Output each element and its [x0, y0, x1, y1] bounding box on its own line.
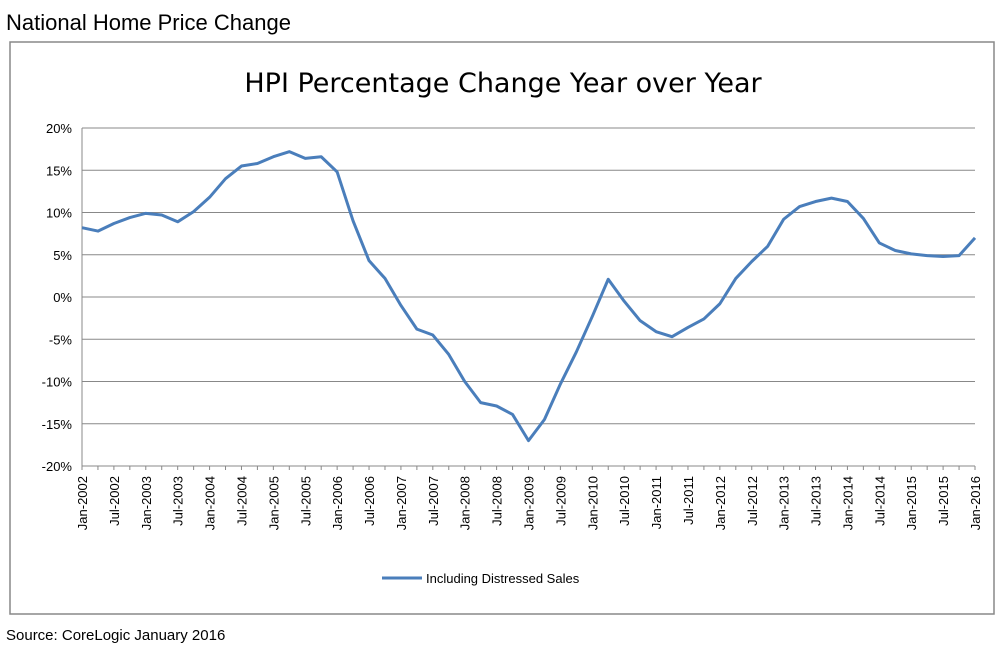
x-tick-label: Jan-2005 — [266, 476, 281, 530]
x-tick-label: Jan-2006 — [330, 476, 345, 530]
x-tick-label: Jul-2014 — [872, 476, 887, 526]
x-tick-label: Jan-2015 — [904, 476, 919, 530]
x-tick-label: Jan-2010 — [585, 476, 600, 530]
y-tick-label: 0% — [53, 290, 72, 305]
y-tick-label: -10% — [42, 375, 73, 390]
y-tick-label: 20% — [46, 121, 72, 136]
x-tick-label: Jul-2010 — [617, 476, 632, 526]
chart-title: HPI Percentage Change Year over Year — [244, 68, 762, 99]
x-tick-label: Jul-2008 — [490, 476, 505, 526]
x-tick-label: Jan-2002 — [75, 476, 90, 530]
chart-frame — [9, 41, 995, 615]
y-tick-label: 15% — [46, 163, 72, 178]
x-tick-label: Jan-2014 — [840, 476, 855, 530]
x-tick-label: Jan-2011 — [649, 476, 664, 529]
x-tick-label: Jul-2013 — [809, 476, 824, 526]
x-tick-label: Jul-2002 — [107, 476, 122, 526]
x-tick-label: Jan-2012 — [713, 476, 728, 530]
x-tick-label: Jan-2003 — [139, 476, 154, 530]
source-note: Source: CoreLogic January 2016 — [6, 627, 225, 644]
x-tick-label: Jan-2004 — [203, 476, 218, 530]
page-header: National Home Price Change — [6, 10, 291, 35]
x-tick-label: Jan-2013 — [777, 476, 792, 530]
x-tick-label: Jul-2004 — [234, 476, 249, 526]
x-tick-label: Jul-2007 — [426, 476, 441, 526]
x-tick-label: Jan-2008 — [458, 476, 473, 530]
y-tick-label: -15% — [42, 417, 73, 432]
x-tick-label: Jul-2009 — [553, 476, 568, 526]
x-tick-label: Jul-2011 — [681, 476, 696, 525]
x-tick-label: Jul-2012 — [745, 476, 760, 526]
y-tick-label: -20% — [42, 459, 73, 474]
x-tick-label: Jul-2006 — [362, 476, 377, 526]
y-tick-label: -5% — [49, 332, 73, 347]
y-tick-label: 5% — [53, 248, 72, 263]
x-tick-label: Jan-2016 — [968, 476, 983, 530]
x-tick-label: Jan-2007 — [394, 476, 409, 530]
x-tick-label: Jul-2005 — [298, 476, 313, 526]
x-tick-label: Jul-2003 — [171, 476, 186, 526]
data-line — [81, 150, 977, 443]
x-tick-label: Jul-2015 — [936, 476, 951, 526]
x-tick-label: Jan-2009 — [522, 476, 537, 530]
y-tick-label: 10% — [46, 206, 72, 221]
legend-label: Including Distressed Sales — [426, 571, 580, 586]
